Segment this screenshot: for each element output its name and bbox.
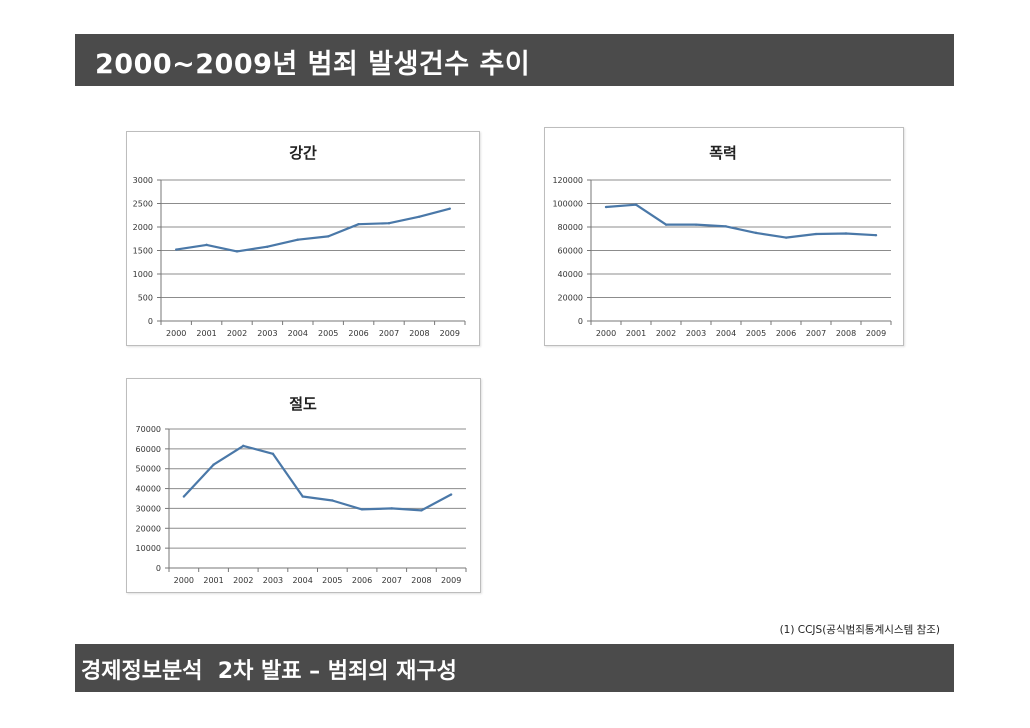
x-tick-label: 2003 [257, 329, 277, 338]
y-tick-label: 70000 [136, 425, 161, 434]
data-point [301, 495, 304, 498]
chart-theft: 절도 0 10000 20000 30000 40000 50000 60000 70000 20… [126, 378, 481, 593]
y-tick-label: 50000 [136, 465, 161, 474]
data-point [327, 235, 330, 238]
chart-title: 강간 [289, 144, 317, 162]
y-tick-label: 30000 [136, 504, 161, 513]
data-point [724, 225, 728, 228]
data-point [175, 248, 178, 251]
chart-violence: 폭력 0 20000 40000 60000 80000 100000 120000 2000 2… [544, 127, 904, 346]
source-note: (1) CCJS(공식범죄통계시스템 참조) [779, 624, 940, 636]
data-point [182, 495, 186, 498]
x-tick-label: 2002 [656, 329, 676, 338]
data-point [449, 493, 453, 496]
chart-title: 폭력 [709, 144, 737, 162]
x-tick-label: 2002 [233, 576, 253, 585]
x-tick-label: 2005 [318, 329, 338, 338]
y-tick-label: 2000 [133, 223, 153, 232]
y-tick-label: 500 [138, 294, 153, 303]
chart-title: 절도 [289, 395, 317, 413]
data-point [296, 238, 299, 241]
x-tick-label: 2009 [441, 576, 461, 585]
y-tick-label: 20000 [558, 294, 583, 303]
data-point [604, 205, 608, 209]
y-tick-label: 60000 [558, 247, 583, 256]
x-tick-label: 2002 [227, 329, 247, 338]
y-tick-label: 2500 [133, 200, 153, 209]
x-tick-label: 2001 [196, 329, 216, 338]
x-tick-label: 2001 [203, 576, 223, 585]
x-tick-label: 2004 [716, 329, 736, 338]
x-tick-label: 2006 [776, 329, 796, 338]
data-point [212, 463, 215, 466]
data-point [271, 452, 275, 456]
x-tick-label: 2007 [382, 576, 402, 585]
data-point [844, 232, 848, 235]
y-tick-label: 1500 [133, 247, 153, 256]
x-tick-label: 2005 [746, 329, 766, 338]
y-tick-label: 0 [578, 317, 583, 326]
data-point [420, 509, 423, 512]
x-tick-label: 2001 [626, 329, 646, 338]
data-point [357, 222, 360, 226]
series-line [605, 203, 877, 239]
y-tick-label: 40000 [558, 270, 583, 279]
y-tick-label: 40000 [136, 485, 161, 494]
x-tick-label: 2000 [166, 329, 186, 338]
data-point [694, 223, 698, 226]
y-tick-label: 0 [148, 317, 153, 326]
x-tick-label: 2007 [806, 329, 826, 338]
x-tick-label: 2008 [409, 329, 429, 338]
header-bar: 2000~2009년 범죄 발생건수 추이 [75, 34, 954, 86]
y-tick-label: 120000 [552, 176, 583, 185]
data-point [448, 207, 451, 210]
data-point [634, 203, 638, 206]
chart-svg: 폭력 0 20000 40000 60000 80000 100000 120000 2000 2… [552, 144, 892, 338]
x-tick-label: 2006 [348, 329, 368, 338]
x-tick-label: 2009 [440, 329, 460, 338]
y-tick-label: 10000 [136, 544, 161, 553]
data-point [754, 231, 758, 235]
x-tick-label: 2008 [411, 576, 431, 585]
x-tick-label: 2003 [263, 576, 283, 585]
data-point [874, 234, 878, 237]
chart-rape: 강간 0 500 1000 1500 2000 2500 3000 2000 2001 2002 20… [126, 131, 480, 346]
x-tick-label: 2006 [352, 576, 372, 585]
data-point [331, 499, 334, 502]
y-tick-label: 80000 [558, 223, 583, 232]
footer-title: 경제정보분석 2차 발표 – 범죄의 재구성 [81, 659, 457, 684]
x-tick-label: 2007 [379, 329, 399, 338]
chart-svg: 강간 0 500 1000 1500 2000 2500 3000 2000 2001 2002 20… [133, 144, 466, 338]
y-tick-label: 3000 [133, 176, 153, 185]
x-tick-label: 2008 [836, 329, 856, 338]
y-tick-label: 100000 [552, 200, 583, 209]
series-line [176, 207, 451, 253]
footer-bar: 경제정보분석 2차 발표 – 범죄의 재구성 [75, 644, 954, 692]
data-point [242, 444, 245, 448]
y-tick-label: 60000 [136, 445, 161, 454]
data-point [418, 215, 421, 218]
series-line [183, 444, 452, 512]
chart-svg: 절도 0 10000 20000 30000 40000 50000 60000 70000 20… [136, 395, 467, 585]
data-point [387, 222, 391, 225]
x-tick-label: 2009 [866, 329, 886, 338]
data-point [390, 507, 393, 510]
x-tick-label: 2004 [292, 576, 312, 585]
x-tick-label: 2000 [174, 576, 194, 585]
data-point [784, 236, 788, 239]
x-tick-label: 2004 [288, 329, 308, 338]
y-tick-label: 0 [156, 564, 161, 573]
x-tick-label: 2005 [322, 576, 342, 585]
data-point [235, 250, 239, 253]
data-point [360, 508, 364, 511]
y-tick-label: 20000 [136, 524, 161, 533]
x-tick-label: 2003 [686, 329, 706, 338]
data-point [664, 223, 668, 226]
data-point [205, 243, 208, 247]
y-tick-label: 1000 [133, 270, 153, 279]
data-point [266, 245, 269, 248]
page-title: 2000~2009년 범죄 발생건수 추이 [95, 49, 531, 80]
x-tick-label: 2000 [596, 329, 616, 338]
data-point [814, 232, 818, 236]
